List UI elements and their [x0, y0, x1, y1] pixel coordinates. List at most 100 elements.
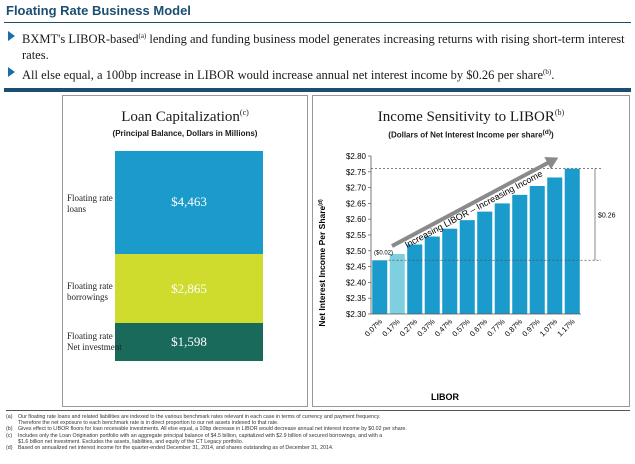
footnote-text: Our floating rate loans and related liab… [18, 414, 381, 420]
footnote-key: (c) [6, 432, 13, 439]
chart-title-text: Loan Capitalization [121, 109, 240, 125]
x-tick-label: 0.57% [450, 317, 472, 339]
y-tick-label: $2.70 [346, 184, 367, 193]
chart-title-footnote: (c) [239, 108, 249, 117]
loan-capitalization-subtitle: (Principal Balance, Dollars in Millions) [112, 129, 258, 138]
y-tick-label: $2.40 [346, 278, 367, 287]
x-tick-label: 0.97% [520, 317, 542, 339]
page-title: Floating Rate Business Model [6, 3, 191, 18]
x-tick-label: 0.37% [415, 317, 437, 339]
bar [372, 260, 388, 314]
y-tick-label: $2.35 [346, 294, 367, 303]
income-sensitivity-chart: $2.30 $2.35 $2.40 $2.45 $2.50 $2.55 $2.60 $2.65… [317, 152, 616, 402]
bullet-item: BXMT's LIBOR-based(a) lending and fundin… [8, 28, 630, 63]
footnote-item: Therefore the net exposure to each bench… [6, 420, 630, 426]
income-sensitivity-title: Income Sensitivity to LIBOR(b) [313, 108, 629, 126]
floating-loans-value: $4,463 [171, 194, 207, 209]
x-tick-label: 1.07% [538, 317, 560, 339]
bar [512, 194, 528, 314]
footnote-item: (c) Includes only the Loan Origination po… [6, 433, 630, 439]
header-divider [4, 22, 631, 23]
footnote-text: Gives effect to LIBOR floors for loan re… [18, 426, 407, 433]
income-sensitivity-panel: Income Sensitivity to LIBOR(b) (Dollars … [312, 95, 630, 407]
floating-borrowings-segment: $2,865 Floating rate borrowings [67, 254, 263, 323]
loan-capitalization-title: Loan Capitalization(c) [63, 108, 307, 126]
footnote-item: $1.6 billion net investment. Excludes th… [6, 439, 630, 445]
bar [477, 211, 493, 314]
net-investment-label: Floating rate Net investment [67, 331, 127, 353]
bullet-footnote-ref: (a) [138, 32, 147, 40]
subtitle-footnote: (d) [542, 129, 552, 136]
y-tick-label: $2.55 [346, 231, 367, 240]
chart-title-text: Income Sensitivity to LIBOR [377, 109, 555, 125]
bar [494, 203, 510, 314]
x-tick-label: 0.07% [363, 317, 385, 339]
floating-loans-segment: $4,463 Floating rate loans [67, 151, 263, 254]
footnote-text: Therefore the net exposure to each bench… [18, 420, 279, 427]
footnote-item: (d) Based on annualized net interest inco… [6, 445, 630, 451]
x-tick-label: 1.17% [555, 317, 577, 339]
footnote-item: (a) Our floating rate loans and related l… [6, 414, 630, 420]
bullet-text: All else equal, a 100bp increase in LIBO… [22, 68, 544, 83]
footnote-key: (d) [6, 445, 13, 452]
segment-label-line: loans [67, 204, 86, 214]
x-tick-label: 0.87% [503, 317, 525, 339]
x-tick-label: 0.47% [433, 317, 455, 339]
x-tick-label: 0.17% [380, 317, 402, 339]
y-tick-label: $2.50 [346, 247, 367, 256]
bullet-text: BXMT's LIBOR-based [22, 32, 139, 47]
section-divider [4, 88, 631, 92]
y-axis: $2.30 $2.35 $2.40 $2.45 $2.50 $2.55 $2.60 $2.65… [346, 152, 372, 319]
y-tick-label: $2.60 [346, 215, 367, 224]
segment-label-line: Floating rate [67, 331, 113, 341]
bar [389, 253, 405, 314]
y-tick-label: $2.80 [346, 152, 367, 161]
floating-borrowings-label: Floating rate borrowings [67, 281, 127, 303]
bar [442, 228, 458, 314]
segment-label-line: borrowings [67, 292, 108, 302]
loan-capitalization-panel: Loan Capitalization(c) (Principal Balanc… [62, 95, 308, 407]
total-delta-label: $0.26 [598, 212, 616, 219]
bar [407, 244, 423, 314]
footnote-key: (b) [6, 426, 13, 433]
y-axis-label-text: Net Interest Income Per Share [317, 205, 327, 326]
footnote-key: (a) [6, 414, 13, 420]
bullet-text-end: lending and funding business model gener… [22, 32, 625, 63]
x-tick-label: 0.27% [398, 317, 420, 339]
segment-label-line: Net investment [67, 342, 122, 352]
y-tick-label: $2.65 [346, 199, 367, 208]
bullet-arrow-icon [8, 67, 15, 78]
bullet-item: All else equal, a 100bp increase in LIBO… [8, 64, 630, 83]
bullet-text-end: . [551, 68, 555, 83]
y-axis-label-footnote: (d) [318, 199, 324, 206]
bullet-list: BXMT's LIBOR-based(a) lending and fundin… [8, 28, 630, 84]
footnote-item: (b) Gives effect to LIBOR floors for loan… [6, 426, 630, 432]
bar [529, 186, 545, 314]
footnote-text: Includes only the Loan Origination portf… [18, 432, 383, 439]
floating-loans-label: Floating rate loans [67, 193, 127, 215]
subtitle-end: ) [551, 130, 554, 140]
bar [424, 236, 440, 314]
footnotes: (a) Our floating rate loans and related l… [6, 410, 630, 451]
footnote-text: Based on annualized net interest income … [18, 445, 334, 452]
x-tick-label: 0.77% [485, 317, 507, 339]
x-tick-label: 0.67% [468, 317, 490, 339]
bullet-arrow-icon [8, 31, 15, 41]
bar [547, 177, 563, 314]
x-axis-label: LIBOR [431, 392, 459, 402]
floating-borrowings-value: $2,865 [171, 281, 207, 296]
bar [459, 220, 475, 314]
income-sensitivity-subtitle: (Dollars of Net Interest Income per shar… [313, 129, 629, 140]
bar [564, 168, 580, 314]
net-investment-value: $1,598 [171, 334, 207, 349]
bullet-footnote-ref: (b) [543, 68, 552, 77]
subtitle-text: (Dollars of Net Interest Income per shar… [388, 130, 543, 140]
bar-series [372, 168, 580, 314]
segment-label-line: Floating rate [67, 193, 113, 203]
segment-label-line: Floating rate [67, 281, 113, 291]
trend-arrow-head-icon [544, 157, 559, 170]
net-investment-segment: $1,598 Floating rate Net investment [67, 323, 263, 361]
y-tick-label: $2.30 [346, 310, 367, 319]
first-delta-label: ($0.02) [374, 250, 393, 256]
trend-arrow-shaft [391, 159, 552, 248]
